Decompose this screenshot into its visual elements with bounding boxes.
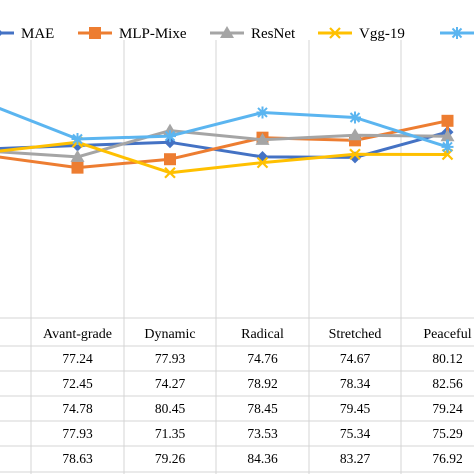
data-point-vgg-19 <box>164 166 176 179</box>
table-cell: 75.34 <box>340 426 371 441</box>
table-cell: 79.26 <box>155 451 186 466</box>
data-point-resnet <box>348 128 362 141</box>
legend-label-vgg-19: Vgg-19 <box>359 26 405 42</box>
table-cell: 77.93 <box>155 351 186 366</box>
table-cell: 74.78 <box>62 401 93 416</box>
category-label: Avant-grade <box>43 327 112 342</box>
series-line-vit <box>0 107 449 149</box>
table-cell: 79.45 <box>340 401 371 416</box>
table-cell: 80.12 <box>432 351 462 366</box>
table-cell: 78.92 <box>247 376 277 391</box>
data-point-vit <box>71 133 84 146</box>
table-cell: 74.76 <box>247 351 278 366</box>
data-point-vit <box>164 130 176 143</box>
table-cell: 74.27 <box>155 376 186 391</box>
legend-label-resnet: ResNet <box>251 26 296 42</box>
data-point-resnet <box>255 132 270 145</box>
legend-label-mlp-mixer: MLP-Mixe <box>119 26 187 42</box>
legend-label-mae: MAE <box>21 26 54 42</box>
legend-marker-mlp-mixer <box>89 27 101 39</box>
table-cell: 82.56 <box>432 376 463 391</box>
table-cell: 74.67 <box>340 351 371 366</box>
table-cell: 79.24 <box>432 401 463 416</box>
data-point-resnet <box>440 129 455 142</box>
legend-marker-vit <box>451 27 463 39</box>
category-label: Dynamic <box>144 327 195 342</box>
table-cell: 83.27 <box>340 451 371 466</box>
table-cell: 84.36 <box>247 451 278 466</box>
table-cell: 80.45 <box>155 401 186 416</box>
data-point-vit <box>441 140 454 153</box>
data-point-resnet <box>70 149 85 162</box>
legend-marker-mae <box>0 30 3 36</box>
table-cell: 77.93 <box>62 426 93 441</box>
table-cell: 73.53 <box>247 426 278 441</box>
table-cell: 75.29 <box>432 426 463 441</box>
table-cell: 71.35 <box>155 426 186 441</box>
data-point-vit <box>256 106 269 119</box>
table-cell: 78.63 <box>62 451 93 466</box>
table-cell: 78.34 <box>340 376 371 391</box>
data-point-mlp-mixer <box>71 161 84 174</box>
data-point-mlp-mixer <box>164 153 176 166</box>
legend-marker-resnet <box>220 26 234 38</box>
category-label: Stretched <box>329 327 382 342</box>
table-cell: 76.92 <box>432 451 462 466</box>
data-point-vit <box>349 111 361 124</box>
data-point-mlp-mixer <box>441 114 454 127</box>
table-cell: 77.24 <box>62 351 93 366</box>
table-cell: 78.45 <box>247 401 278 416</box>
data-point-vgg-19 <box>349 148 361 161</box>
category-label: Radical <box>241 327 284 342</box>
legend-marker-vgg-19 <box>329 27 341 39</box>
data-point-vgg-19 <box>256 156 269 169</box>
table-cell: 72.45 <box>62 376 93 391</box>
category-label: Peaceful <box>423 327 471 342</box>
